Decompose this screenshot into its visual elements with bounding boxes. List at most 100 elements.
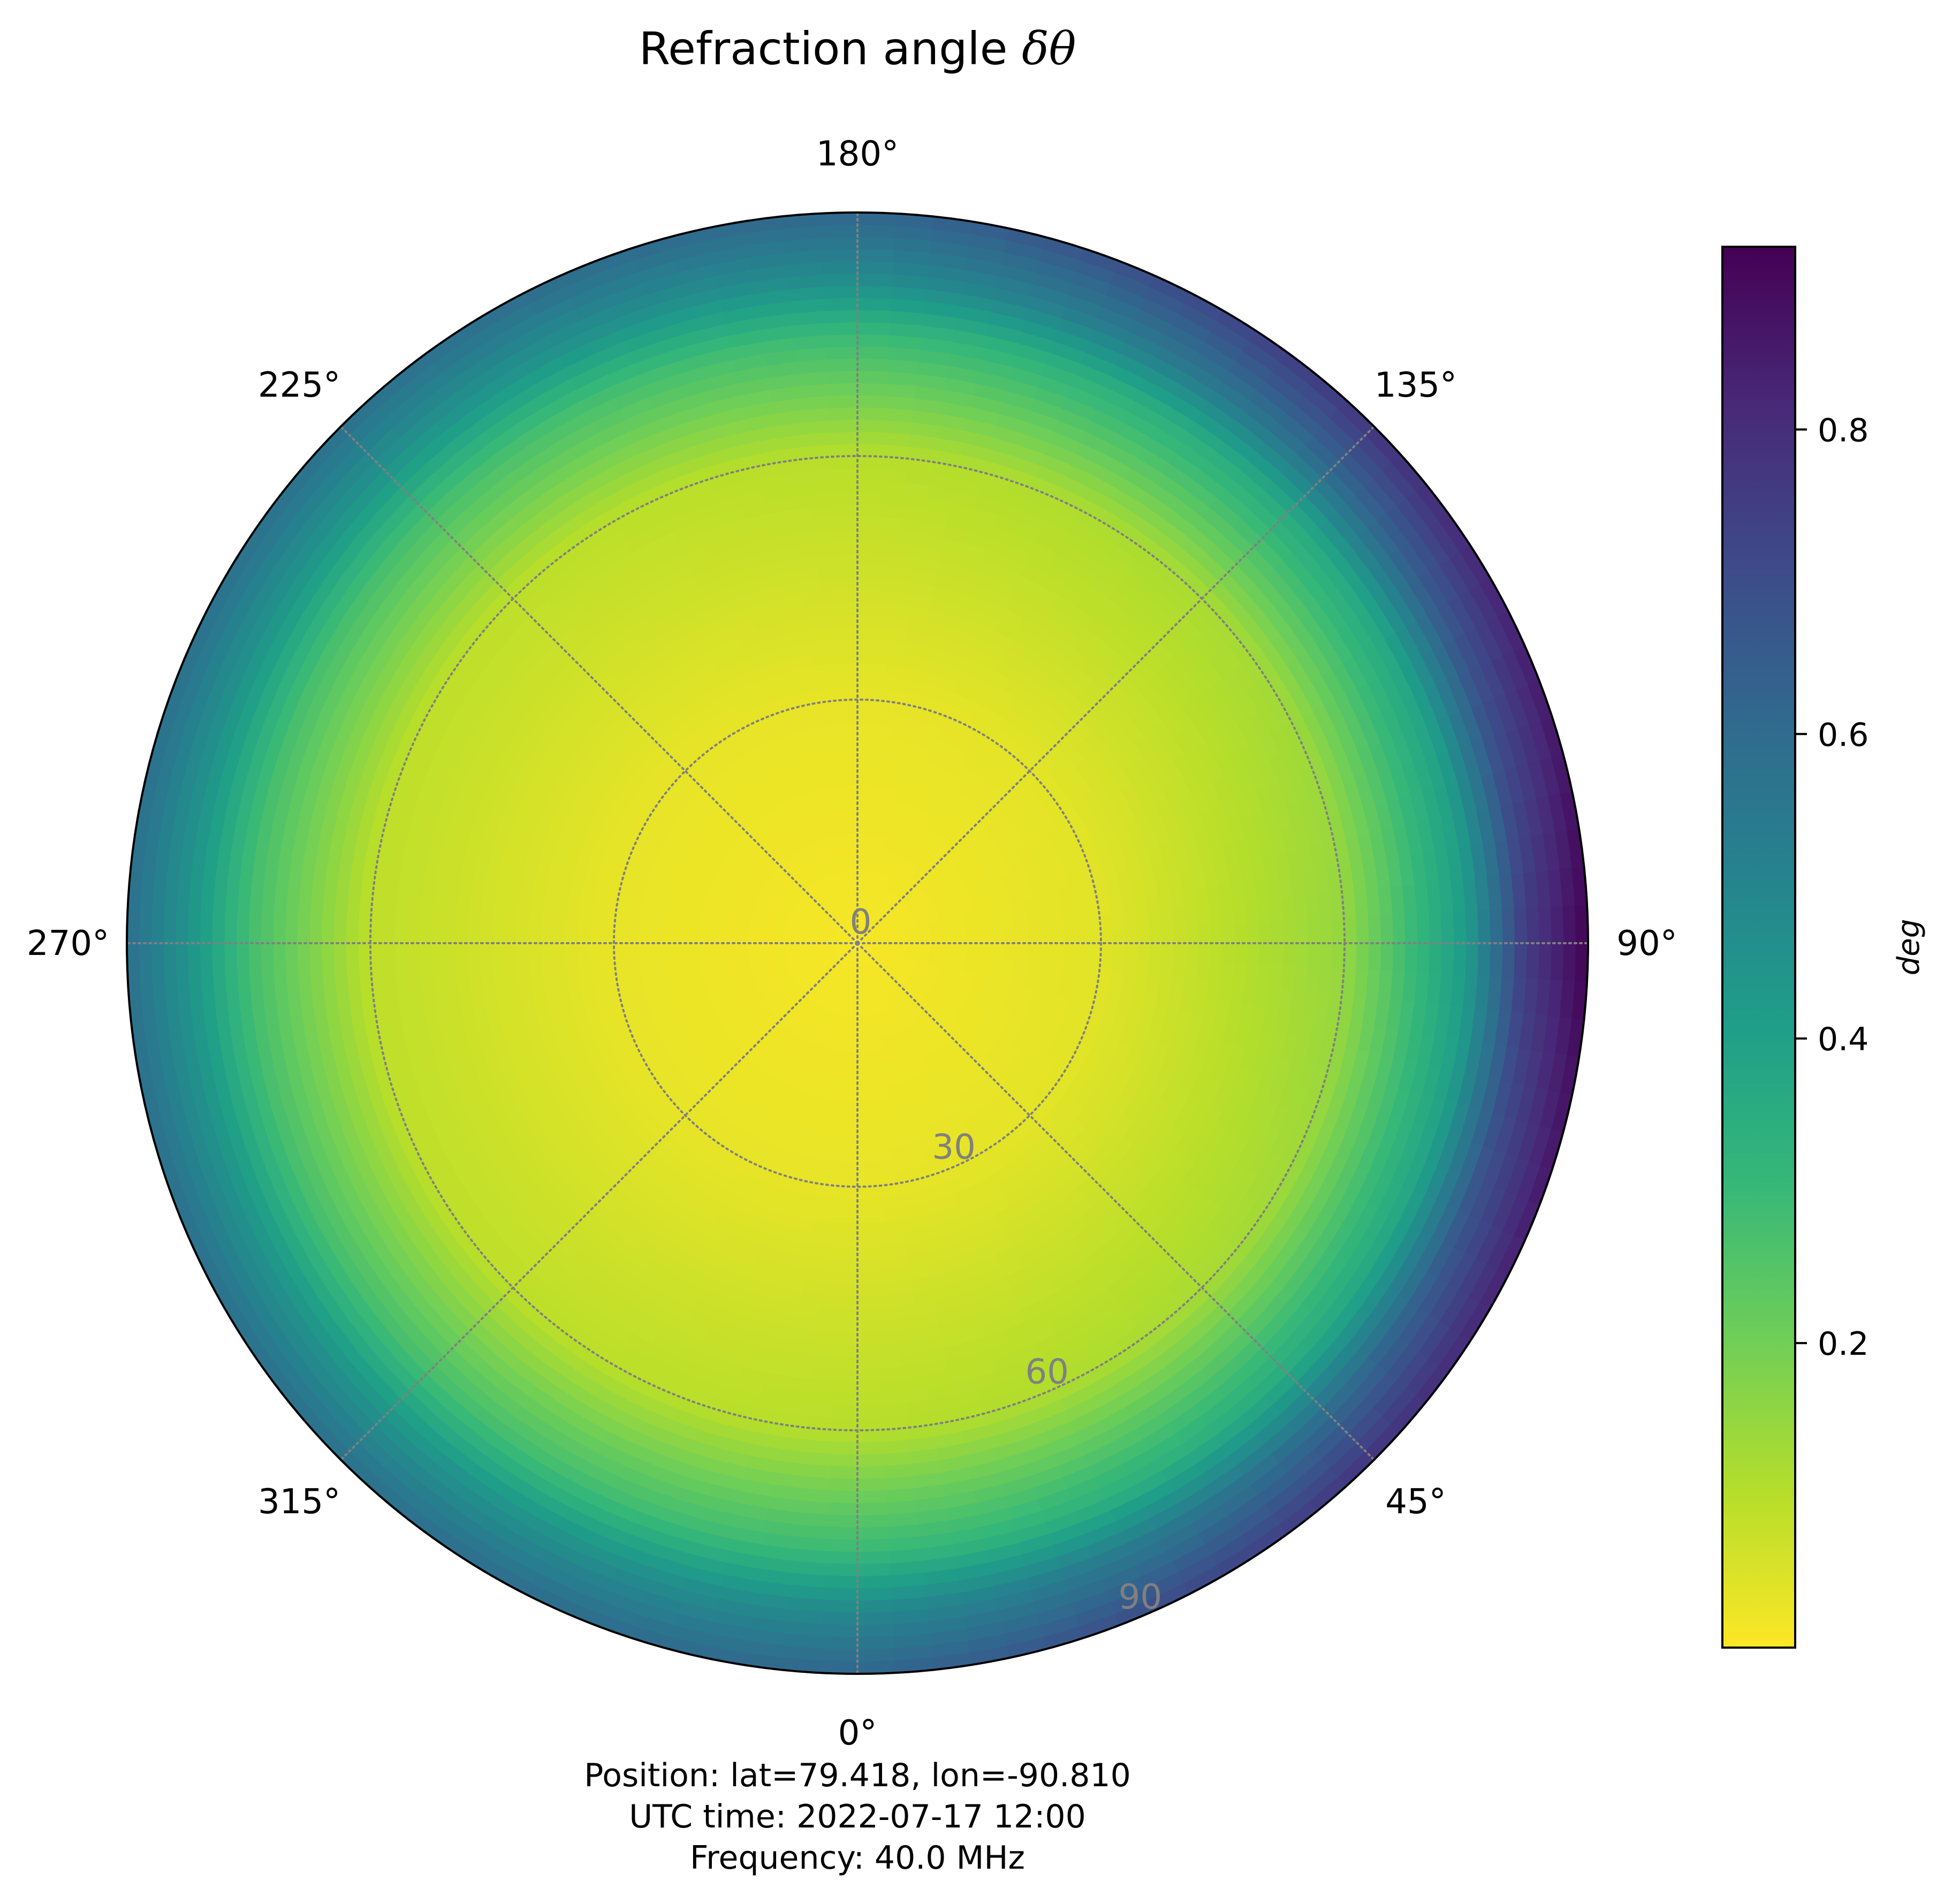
heatmap-cell — [867, 928, 878, 937]
heatmap-cell — [901, 962, 914, 972]
heatmap-cell — [751, 968, 765, 978]
heatmap-cell — [837, 897, 845, 910]
heatmap-cell — [839, 964, 847, 977]
heatmap-cell — [936, 877, 950, 890]
heatmap-cell — [806, 969, 818, 980]
heatmap-cell — [877, 1037, 887, 1051]
heatmap-cell — [874, 899, 882, 912]
heatmap-cell — [814, 977, 825, 990]
heatmap-cell — [776, 1008, 789, 1022]
heatmap-cell — [877, 972, 887, 985]
heatmap-cell — [766, 1017, 781, 1031]
heatmap-cell — [923, 881, 937, 893]
heatmap-cell — [931, 1020, 945, 1034]
heatmap-cell — [891, 922, 903, 930]
heatmap-cell — [797, 978, 811, 990]
heatmap-cell — [913, 912, 926, 922]
heatmap-cell — [793, 882, 806, 895]
heatmap-cell — [898, 909, 911, 919]
heatmap-cell — [895, 855, 907, 870]
heatmap-cell — [791, 989, 804, 1002]
heatmap-cell — [857, 943, 865, 954]
heatmap-cell — [875, 987, 883, 1001]
heatmap-cell — [935, 902, 949, 913]
heatmap-cell — [835, 912, 845, 924]
heatmap-cell — [936, 995, 951, 1008]
heatmap-cell — [926, 961, 941, 970]
heatmap-cell — [854, 943, 857, 956]
heatmap-cell — [851, 906, 855, 920]
heatmap-cell — [881, 946, 894, 951]
heatmap-cell — [809, 951, 823, 957]
heatmap-cell — [850, 943, 857, 954]
heatmap-cell — [826, 888, 836, 901]
heatmap-cell — [914, 961, 928, 970]
heatmap-cell — [836, 928, 848, 937]
heatmap-cell — [860, 919, 864, 932]
heatmap-cell — [869, 911, 878, 923]
heatmap-cell — [842, 953, 851, 965]
heatmap-cell — [918, 979, 932, 990]
heatmap-cell — [882, 906, 893, 917]
heatmap-cell — [803, 858, 815, 873]
heatmap-cell — [907, 1037, 920, 1052]
heatmap-cell — [776, 1025, 789, 1040]
heatmap-cell — [897, 1043, 909, 1058]
heatmap-cell — [774, 885, 789, 898]
heatmap-cell — [827, 920, 839, 929]
heatmap-cell — [821, 982, 832, 995]
heatmap-cell — [777, 908, 791, 918]
heatmap-cell — [842, 922, 851, 934]
heatmap-cell — [918, 856, 931, 871]
heatmap-cell — [788, 1019, 801, 1033]
heatmap-cell — [932, 873, 947, 886]
heatmap-cell — [909, 850, 922, 864]
heatmap-cell — [801, 963, 815, 972]
heatmap-cell — [925, 912, 939, 921]
heatmap-cell — [886, 964, 898, 974]
heatmap-cell — [869, 946, 882, 952]
heatmap-cell — [907, 975, 920, 987]
heatmap-cell — [802, 874, 815, 887]
heatmap-cell — [879, 951, 892, 959]
heatmap-cell — [834, 1001, 842, 1015]
heatmap-cell — [883, 1010, 893, 1023]
heatmap-cell — [861, 954, 867, 967]
heatmap-cell — [778, 993, 792, 1006]
heatmap-cell — [849, 894, 854, 907]
chart-title: Refraction angle δθ — [639, 22, 1076, 75]
heatmap-cell — [752, 904, 767, 914]
heatmap-cell — [863, 966, 870, 979]
heatmap-cell — [814, 959, 826, 968]
heatmap-cell — [818, 981, 830, 993]
heatmap-cell — [869, 937, 882, 942]
heatmap-cell — [803, 1000, 815, 1013]
heatmap-cell — [787, 916, 801, 925]
heatmap-cell — [895, 885, 907, 898]
heatmap-cell — [890, 866, 901, 880]
heatmap-cell — [977, 954, 992, 965]
heatmap-cell — [859, 882, 864, 895]
heatmap-cell — [826, 874, 836, 888]
heatmap-cell — [831, 847, 840, 861]
heatmap-cell — [847, 907, 853, 920]
heatmap-cell — [799, 861, 811, 875]
heatmap-cell — [833, 913, 844, 924]
heatmap-cell — [886, 864, 897, 878]
heatmap-cell — [929, 1037, 944, 1052]
heatmap-cell — [827, 1024, 837, 1038]
heatmap-cell — [872, 884, 880, 898]
heatmap-cell — [893, 973, 906, 984]
heatmap-cell — [860, 906, 863, 920]
heatmap-cell — [852, 943, 857, 955]
heatmap-cell — [923, 992, 938, 1005]
heatmap-cell — [867, 833, 875, 847]
heatmap-cell — [903, 923, 917, 931]
heatmap-cell — [876, 957, 888, 967]
heatmap-cell — [816, 979, 827, 991]
heatmap-cell — [832, 988, 841, 1001]
heatmap-cell — [847, 920, 853, 932]
heatmap-cell — [882, 997, 892, 1011]
heatmap-cell — [845, 907, 852, 920]
heatmap-cell — [761, 956, 774, 965]
